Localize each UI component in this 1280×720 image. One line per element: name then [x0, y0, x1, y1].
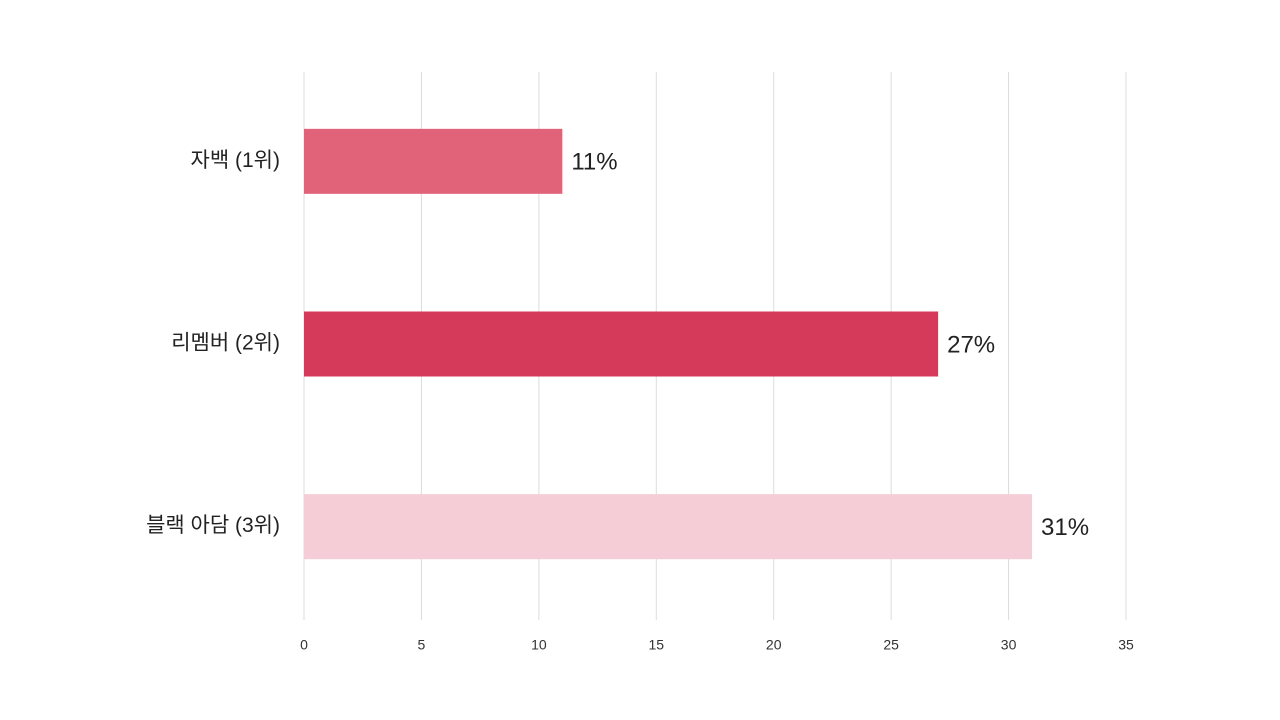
category-label: 블랙 아담 (3위): [146, 514, 280, 537]
bar: [304, 128, 563, 194]
x-tick-label: 35: [1118, 637, 1134, 653]
x-tick-label: 20: [766, 637, 782, 653]
x-tick-label: 30: [1001, 637, 1017, 653]
x-tick-label: 5: [418, 637, 426, 653]
value-label: 27%: [947, 331, 995, 358]
category-label: 자백 (1위): [191, 149, 280, 172]
category-label: 리멤버 (2위): [171, 332, 280, 355]
x-tick-label: 25: [883, 637, 899, 653]
bar: [304, 494, 1033, 560]
x-tick-label: 10: [531, 637, 547, 653]
x-tick-label: 15: [648, 637, 664, 653]
bar: [304, 311, 939, 377]
value-label: 31%: [1041, 514, 1089, 541]
x-tick-label: 0: [300, 637, 308, 653]
value-label: 11%: [571, 149, 617, 176]
